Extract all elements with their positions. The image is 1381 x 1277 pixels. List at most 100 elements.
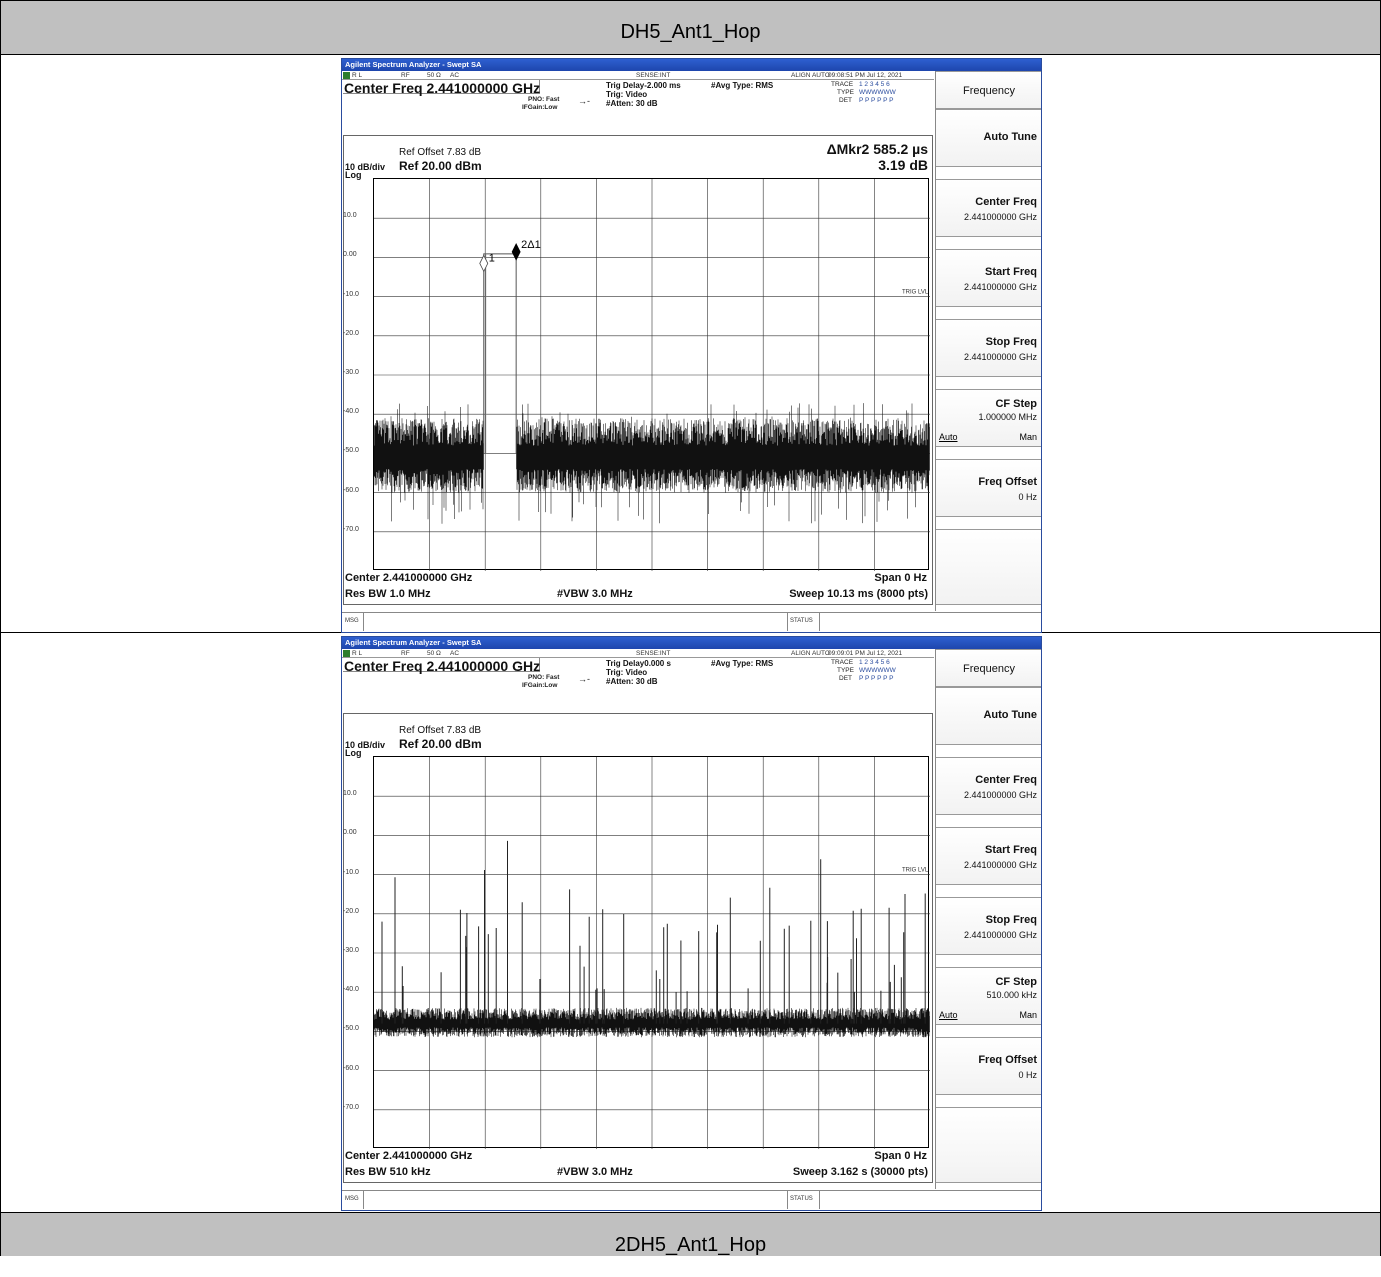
softkey-menu-frequency[interactable]: Frequency: [936, 71, 1041, 109]
softkey-label: Start Freq: [985, 266, 1037, 278]
msg-label: MSG: [345, 618, 359, 624]
log-label: Log: [345, 170, 362, 180]
res-bw: Res BW 510 kHz: [345, 1166, 431, 1178]
status-divider: [787, 613, 788, 631]
menu-title: Frequency: [963, 85, 1015, 97]
trig-type: Trig: Video: [606, 90, 648, 99]
softkey-label: Center Freq: [975, 774, 1037, 786]
type-label: TYPE: [837, 667, 854, 674]
y-tick-label: -60.0: [343, 1064, 359, 1072]
marker-2-label: 2Δ1: [521, 239, 541, 251]
spectrum-analyzer-window-2: Agilent Spectrum Analyzer - Swept SA R L…: [341, 636, 1042, 1211]
softkey-blank[interactable]: [936, 1107, 1041, 1183]
marker-1-label: 1: [489, 252, 495, 264]
rf-label: RF: [401, 650, 410, 657]
display-area: [343, 713, 933, 1183]
softkey-label: Stop Freq: [985, 914, 1037, 926]
center-freq-bottom: Center 2.441000000 GHz: [345, 1150, 473, 1162]
ac-label: AC: [450, 72, 460, 79]
softkey-start-freq[interactable]: Start Freq 2.441000000 GHz: [936, 249, 1041, 307]
spectrum-analyzer-window-1: Agilent Spectrum Analyzer - Swept SA R L…: [341, 58, 1042, 633]
softkey-blank[interactable]: [936, 529, 1041, 605]
status-row: R L RF 50 Ω AC SENSE:INT ALIGN AUTO 09:0…: [342, 71, 934, 80]
softkey-label: Center Freq: [975, 196, 1037, 208]
softkey-cf-step[interactable]: CF Step 510.000 kHz Auto Man: [936, 967, 1041, 1025]
align-label: ALIGN AUTO: [791, 72, 830, 79]
y-tick-label: -10.0: [343, 290, 359, 298]
trace-type: WWWWWW: [859, 89, 896, 96]
softkey-start-freq[interactable]: Start Freq 2.441000000 GHz: [936, 827, 1041, 885]
align-label: ALIGN AUTO: [791, 650, 830, 657]
table-header-bottom: 2DH5_Ant1_Hop: [1, 1212, 1380, 1256]
cf-step-auto[interactable]: Auto: [939, 1010, 958, 1020]
cf-step-auto[interactable]: Auto: [939, 432, 958, 442]
table-header-top: DH5_Ant1_Hop: [1, 1, 1380, 55]
rf-label: RF: [401, 72, 410, 79]
softkey-stop-freq[interactable]: Stop Freq 2.441000000 GHz: [936, 897, 1041, 955]
cf-step-man[interactable]: Man: [1019, 1010, 1037, 1020]
softkey-label: Auto Tune: [983, 131, 1037, 143]
y-tick-label: -50.0: [343, 447, 359, 455]
arrow-icon: →‐: [578, 674, 590, 684]
y-tick-label: -70.0: [343, 1103, 359, 1111]
softkey-auto-tune[interactable]: Auto Tune: [936, 687, 1041, 745]
ohm-label: 50 Ω: [427, 72, 441, 79]
trig-delay: Trig Delay-2.000 ms: [606, 81, 681, 90]
vbw: #VBW 3.0 MHz: [557, 1166, 633, 1178]
window-title: Agilent Spectrum Analyzer - Swept SA: [342, 59, 1041, 71]
trace-label: TRACE: [831, 81, 854, 88]
det-label: DET: [839, 675, 852, 682]
atten: #Atten: 30 dB: [606, 677, 658, 686]
msg-divider: [363, 1191, 364, 1209]
sweep-time: Sweep 10.13 ms (8000 pts): [789, 588, 928, 600]
y-tick-label: -50.0: [343, 1025, 359, 1033]
rl-label: R L: [352, 72, 363, 79]
trig-level-label: TRIG LVL: [902, 290, 929, 296]
menu-title: Frequency: [963, 663, 1015, 675]
y-tick-label: -20.0: [343, 329, 359, 337]
softkey-center-freq[interactable]: Center Freq 2.441000000 GHz: [936, 179, 1041, 237]
trace-numbers: 1 2 3 4 5 6: [859, 659, 890, 666]
msg-divider: [363, 613, 364, 631]
marker-readout-1: ΔMkr2 585.2 µs: [826, 141, 928, 157]
softkey-cf-step[interactable]: CF Step 1.000000 MHz Auto Man: [936, 389, 1041, 447]
ac-label: AC: [450, 650, 460, 657]
cf-step-man[interactable]: Man: [1019, 432, 1037, 442]
marker-readout-2: 3.19 dB: [878, 157, 928, 173]
detector: P P P P P P: [859, 97, 894, 104]
softkey-freq-offset[interactable]: Freq Offset 0 Hz: [936, 1037, 1041, 1095]
atten: #Atten: 30 dB: [606, 99, 658, 108]
center-freq-title: Center Freq 2.441000000 GHz: [344, 80, 541, 96]
softkey-value: 2.441000000 GHz: [963, 790, 1037, 800]
message-bar: MSG STATUS: [342, 612, 1041, 631]
status-label: STATUS: [790, 1196, 813, 1202]
softkey-label: Start Freq: [985, 844, 1037, 856]
sweep-time: Sweep 3.162 s (30000 pts): [792, 1166, 928, 1178]
detector: P P P P P P: [859, 675, 894, 682]
y-tick-label: -60.0: [343, 486, 359, 494]
softkey-stop-freq[interactable]: Stop Freq 2.441000000 GHz: [936, 319, 1041, 377]
trace-svg: TRIG LVL 1 2Δ1: [374, 179, 930, 571]
message-bar: MSG STATUS: [342, 1190, 1041, 1209]
lxi-icon: [343, 72, 350, 79]
softkey-label: Freq Offset: [978, 1054, 1037, 1066]
softkey-menu-frequency[interactable]: Frequency: [936, 649, 1041, 687]
softkey-freq-offset[interactable]: Freq Offset 0 Hz: [936, 459, 1041, 517]
softkey-value: 2.441000000 GHz: [963, 212, 1037, 222]
y-tick-label: -20.0: [343, 907, 359, 915]
ifgain-label: IFGain:Low: [522, 104, 558, 111]
status-divider-2: [819, 613, 820, 631]
softkey-label: Freq Offset: [978, 476, 1037, 488]
y-tick-label: 0.00: [343, 251, 357, 259]
softkey-auto-tune[interactable]: Auto Tune: [936, 109, 1041, 167]
display-area: [343, 135, 933, 605]
center-freq-box: [343, 80, 540, 94]
softkey-value: 2.441000000 GHz: [963, 282, 1037, 292]
center-freq-bottom: Center 2.441000000 GHz: [345, 572, 473, 584]
y-tick-label: 0.00: [343, 829, 357, 837]
y-tick-label: 10.0: [343, 212, 357, 220]
softkey-label: CF Step: [995, 398, 1037, 410]
noise-trace: [374, 1007, 930, 1038]
softkey-center-freq[interactable]: Center Freq 2.441000000 GHz: [936, 757, 1041, 815]
softkey-label: Stop Freq: [985, 336, 1037, 348]
